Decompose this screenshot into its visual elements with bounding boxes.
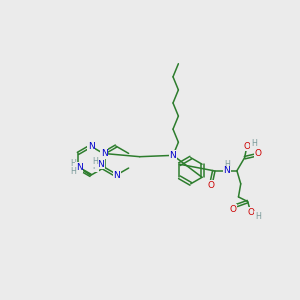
- Text: H: H: [224, 160, 230, 169]
- Text: N: N: [101, 149, 107, 158]
- Text: N: N: [88, 142, 95, 151]
- Text: N: N: [75, 164, 82, 172]
- Text: H: H: [93, 162, 98, 171]
- Text: H: H: [70, 159, 76, 168]
- Text: O: O: [255, 148, 262, 158]
- Text: H: H: [251, 139, 257, 148]
- Text: O: O: [230, 205, 237, 214]
- Text: O: O: [247, 208, 254, 217]
- Text: N: N: [224, 166, 230, 175]
- Text: N: N: [98, 160, 104, 169]
- Text: N: N: [76, 163, 82, 172]
- Text: O: O: [208, 181, 215, 190]
- Text: N: N: [169, 151, 176, 160]
- Text: O: O: [243, 142, 250, 151]
- Text: H: H: [70, 167, 76, 176]
- Text: H: H: [255, 212, 261, 221]
- Text: N: N: [113, 171, 120, 180]
- Text: H: H: [93, 158, 98, 166]
